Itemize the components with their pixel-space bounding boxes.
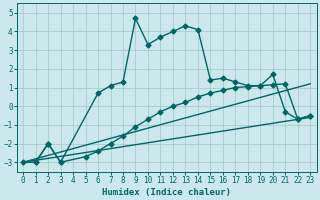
X-axis label: Humidex (Indice chaleur): Humidex (Indice chaleur) bbox=[102, 188, 231, 197]
